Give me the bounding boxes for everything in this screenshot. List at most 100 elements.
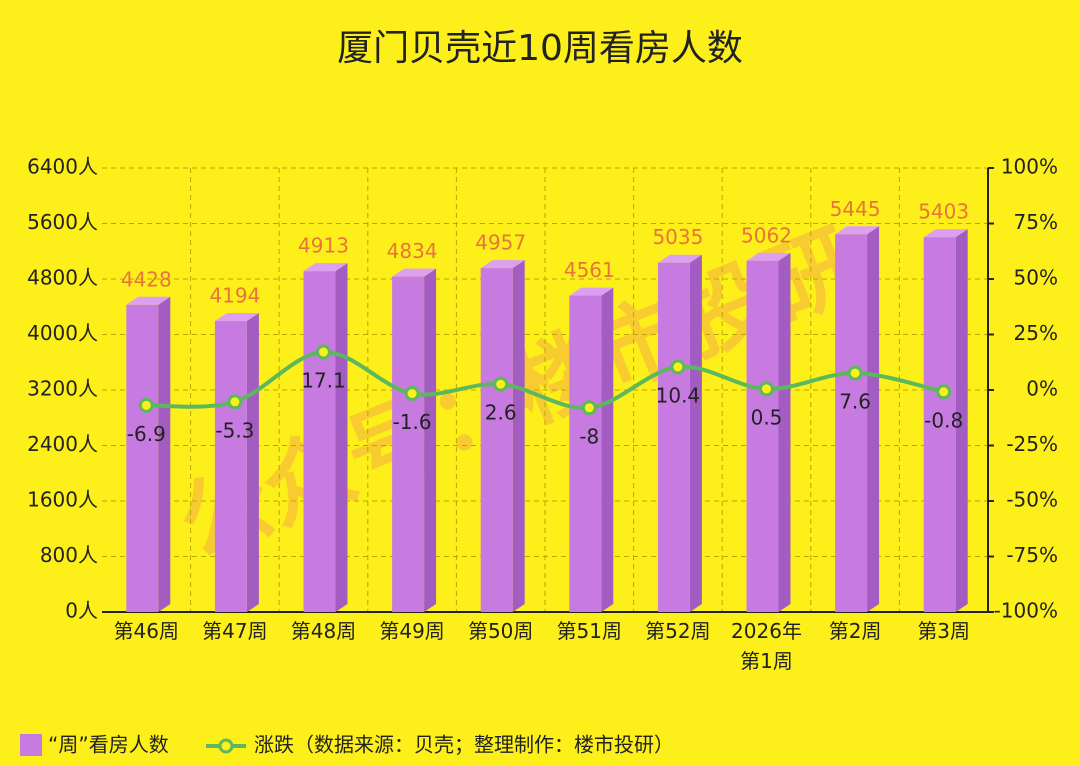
bar-front xyxy=(923,237,956,612)
bar-value-label: 4194 xyxy=(209,284,260,308)
line-marker xyxy=(227,394,243,410)
x-tick-label: 第49周 xyxy=(379,619,445,643)
bar-side xyxy=(512,260,525,612)
x-tick-label: 2026年第1周 xyxy=(731,619,802,673)
bar-front xyxy=(392,276,425,612)
bar-value-label: 5445 xyxy=(830,197,881,221)
y2-tick-label: 50% xyxy=(1014,266,1058,290)
bar-front xyxy=(746,260,779,612)
y-tick-label: 1600人 xyxy=(27,488,98,512)
line-value-label: -0.8 xyxy=(924,408,963,432)
bar-top xyxy=(392,268,437,277)
bar xyxy=(303,263,348,612)
y2-tick-label: -100% xyxy=(994,599,1058,623)
y2-tick-label: 75% xyxy=(1014,210,1058,234)
bar-value-label: 4834 xyxy=(387,239,438,263)
line-marker xyxy=(936,384,952,400)
bar-front xyxy=(569,295,602,612)
bar xyxy=(657,254,702,612)
bar-side xyxy=(601,287,614,612)
y2-tick-label: -75% xyxy=(1006,543,1058,567)
bar xyxy=(746,252,791,613)
x-tick-label: 第48周 xyxy=(290,619,357,643)
legend-label: “周”看房人数 xyxy=(48,733,169,757)
y2-tick-label: 0% xyxy=(1026,377,1058,401)
y-tick-label: 800人 xyxy=(40,543,98,567)
line-value-label: -8 xyxy=(579,424,599,448)
y-tick-label: 5600人 xyxy=(27,210,98,234)
bar xyxy=(569,287,614,612)
line-marker xyxy=(759,381,774,397)
line-value-label: 2.6 xyxy=(485,401,517,425)
line-marker xyxy=(847,365,863,381)
y-tick-label: 4000人 xyxy=(27,321,98,345)
bar-front xyxy=(214,321,247,612)
chart-title: 厦门贝壳近10周看房人数 xyxy=(337,28,743,69)
bar xyxy=(480,260,525,612)
x-tick-label: 第50周 xyxy=(467,619,534,643)
bar-top xyxy=(835,226,880,235)
bar-top xyxy=(657,254,702,263)
line-marker xyxy=(404,386,420,402)
line-marker xyxy=(316,344,331,360)
y2-tick-label: 100% xyxy=(1001,155,1058,179)
bar-value-label: 4957 xyxy=(475,231,526,255)
y-tick-label: 6400人 xyxy=(27,155,98,179)
y2-tick-label: -25% xyxy=(1006,432,1058,456)
bar-side xyxy=(689,254,702,612)
bar xyxy=(126,296,171,612)
x-tick-label: 第3周 xyxy=(917,619,971,643)
bar-front xyxy=(835,234,868,613)
line-value-label: 10.4 xyxy=(656,383,701,407)
bar xyxy=(214,313,259,612)
bar-top xyxy=(569,287,614,296)
x-tick-label: 第47周 xyxy=(202,619,268,643)
legend-label: 涨跌（数据来源：贝壳；整理制作：楼市投研） xyxy=(254,733,674,757)
bar-value-label: 5403 xyxy=(918,200,969,224)
line-value-label: -1.6 xyxy=(393,410,432,434)
bar-top xyxy=(923,229,968,238)
y-tick-label: 0人 xyxy=(65,599,98,623)
bar-top xyxy=(480,260,525,269)
line xyxy=(146,350,945,410)
bar-value-label: 5035 xyxy=(652,225,703,249)
x-tick-label: 第2周 xyxy=(828,619,882,643)
bar-value-label: 4428 xyxy=(121,267,172,291)
line-marker xyxy=(581,400,597,416)
legend-swatch xyxy=(20,734,42,756)
bar-value-label: 4913 xyxy=(298,234,349,258)
line-value-label: 17.1 xyxy=(301,369,346,393)
bar-side xyxy=(778,252,791,613)
bar-side xyxy=(955,229,968,612)
line-value-label: 0.5 xyxy=(751,405,783,429)
legend-marker xyxy=(218,738,234,754)
y-tick-label: 3200人 xyxy=(27,377,98,401)
bar xyxy=(923,229,968,612)
line-marker xyxy=(670,359,686,375)
bar-top xyxy=(214,313,259,322)
bar-front xyxy=(480,268,513,612)
bar-front xyxy=(126,304,159,612)
line-value-label: 7.6 xyxy=(839,390,871,414)
bar-front xyxy=(303,271,336,612)
x-tick-label: 第46周 xyxy=(113,619,180,643)
bar-top xyxy=(746,252,791,261)
bar-side xyxy=(246,313,259,612)
bar-top xyxy=(126,296,171,305)
line-value-label: -5.3 xyxy=(215,418,254,442)
x-tick-label: 第52周 xyxy=(645,619,711,643)
bar-side xyxy=(335,263,348,612)
bar xyxy=(392,268,437,612)
line-value-label: -6.9 xyxy=(127,422,166,446)
bar-top xyxy=(303,263,348,272)
bar-front xyxy=(657,262,690,612)
bar xyxy=(835,226,880,613)
y-tick-label: 4800人 xyxy=(27,266,98,290)
y2-tick-label: -50% xyxy=(1006,488,1058,512)
bar-side xyxy=(424,268,437,612)
line-marker xyxy=(493,376,509,392)
bar-value-label: 5062 xyxy=(741,223,792,247)
line-marker xyxy=(138,397,154,413)
